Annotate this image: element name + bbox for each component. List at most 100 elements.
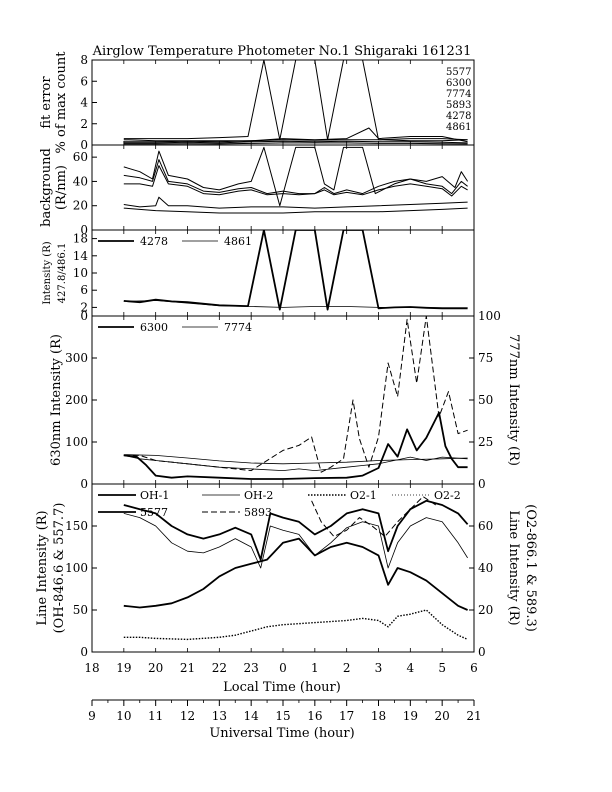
panel-intensity_blue: 02 6 10 14 18 Intensity (R) 427.8/486.1 4278 486… — [42, 229, 475, 323]
y-tick-label: 0 — [80, 645, 88, 659]
ut-tick-label: 10 — [116, 709, 131, 723]
wavelength-label: 6300 — [446, 78, 471, 89]
ut-tick-label: 15 — [275, 709, 290, 723]
y-tick-label: 20 — [73, 199, 88, 213]
y-right-tick-label: 25 — [478, 435, 493, 449]
y-tick-label: 60 — [73, 150, 88, 164]
local-time-tick-label: 1 — [311, 661, 319, 675]
y-right-tick-label: 20 — [478, 603, 493, 617]
y-right-axis-label: Line Intensity (R) — [506, 510, 521, 625]
y-tick-label: 150 — [65, 519, 88, 533]
legend-label-OH-2: OH-2 — [244, 489, 273, 502]
series-line-OH-1 — [123, 499, 469, 561]
y-axis-label: Line Intensity (R) — [35, 510, 50, 625]
series-line-oi_red_green-2 — [123, 316, 468, 473]
local-time-tick-label: 23 — [244, 661, 259, 675]
series-line-fit_error-0 — [123, 60, 468, 141]
series-line-fit_error-4 — [123, 142, 468, 145]
y-tick-label: 4 — [80, 96, 88, 110]
legend-label-4278: 4278 — [140, 235, 168, 248]
local-time-tick-label: 22 — [212, 661, 227, 675]
local-time-tick-label: 5 — [438, 661, 446, 675]
y-right-tick-label: 50 — [478, 393, 493, 407]
y-axis-label: (OH-846.6 & 557.7) — [52, 503, 67, 634]
legend-label-O2-1: O2-1 — [350, 489, 377, 502]
y-right-tick-label: 100 — [478, 309, 501, 323]
universal-time-axis: Universal Time (hour) 9 10 11 12 13 14 15 16 17 1… — [88, 699, 482, 741]
local-time-tick-label: 19 — [116, 661, 131, 675]
y-right-tick-label: 60 — [478, 519, 493, 533]
y-tick-label: 50 — [73, 603, 88, 617]
local-time-tick-label: 0 — [279, 661, 287, 675]
series-line-fit_error-2 — [123, 139, 468, 143]
y-axis-label: % of max count — [54, 51, 69, 154]
local-time-tick-label: 6 — [470, 661, 478, 675]
y-tick-label: 0 — [80, 223, 88, 237]
y-axis-label: fit error — [39, 76, 54, 129]
series-line-background-4 — [123, 207, 468, 214]
y-right-axis-label: 777nm Intensity (R) — [506, 334, 521, 466]
local-time-tick-label: 20 — [148, 661, 163, 675]
ut-tick-label: 19 — [403, 709, 418, 723]
local-time-tick-label: 21 — [180, 661, 195, 675]
y-tick-label: 10 — [73, 266, 88, 280]
y-tick-label: 8 — [80, 53, 88, 67]
wavelength-label: 4861 — [446, 122, 471, 133]
local-time-tick-label: 4 — [407, 661, 415, 675]
y-axis-label: background — [39, 148, 54, 227]
series-line-fit_error-3 — [123, 140, 468, 144]
y-tick-label: 2 — [80, 300, 88, 314]
series-line-background-0 — [123, 146, 469, 207]
panel-fit_error: 0 2 4 6 8 fit error% of max count 557763007774… — [39, 51, 475, 154]
y-tick-label: 14 — [73, 249, 89, 263]
y-right-tick-label: 0 — [478, 477, 486, 491]
series-line-background-2 — [123, 165, 468, 197]
series-line-OH-2 — [123, 513, 468, 569]
chart-title: Airglow Temperature Photometer No.1 Shig… — [92, 44, 472, 59]
series-line-background-1 — [123, 159, 468, 195]
ut-tick-label: 12 — [180, 709, 195, 723]
ut-tick-label: 18 — [371, 709, 386, 723]
y-axis-label: Intensity (R) — [42, 241, 53, 304]
ut-tick-label: 14 — [244, 709, 260, 723]
y-tick-label: 200 — [65, 393, 88, 407]
y-axis-label: 427.8/486.1 — [57, 243, 68, 304]
ut-tick-label: 20 — [435, 709, 450, 723]
wavelength-label: 5893 — [446, 100, 471, 111]
series-line-4861 — [123, 300, 468, 309]
legend-label-O2-2: O2-2 — [434, 489, 461, 502]
legend-label-OH-1: OH-1 — [140, 489, 169, 502]
y-axis-label: 630nm Intensity (R) — [49, 334, 64, 466]
legend-label-4861: 4861 — [224, 235, 252, 248]
series-line-background-3 — [123, 196, 468, 209]
y-tick-label: 40 — [73, 174, 88, 188]
y-tick-label: 100 — [65, 561, 88, 575]
local-time-tick-label: 2 — [343, 661, 351, 675]
ut-tick-label: 13 — [212, 709, 227, 723]
series-line-7774 — [123, 455, 468, 472]
universal-time-axis-label: Universal Time (hour) — [209, 726, 354, 741]
y-tick-label: 100 — [65, 435, 88, 449]
legend-label-5577: 5577 — [140, 506, 168, 519]
y-tick-label: 0 — [80, 138, 88, 152]
ut-tick-label: 11 — [148, 709, 163, 723]
wavelength-label: 7774 — [446, 89, 471, 100]
y-tick-label: 300 — [65, 351, 88, 365]
series-line-oi_red_green-3 — [123, 454, 468, 465]
y-right-tick-label: 75 — [478, 351, 493, 365]
local-time-tick-label: 18 — [84, 661, 99, 675]
y-tick-label: 6 — [80, 74, 88, 88]
y-right-axis-label: (O2-866.1 & 589.3) — [523, 504, 538, 632]
y-right-tick-label: 40 — [478, 561, 493, 575]
y-tick-label: 2 — [80, 117, 88, 131]
y-right-tick-label: 0 — [478, 645, 486, 659]
series-line-4278 — [123, 230, 468, 311]
local-time-axis: Local Time (hour) 18 19 20 21 22 23 0 1 2 3 4 5 6 — [84, 661, 477, 695]
ut-tick-label: 16 — [307, 709, 322, 723]
chart-panels: 0 2 4 6 8 fit error% of max count 5577 63007774… — [35, 51, 538, 659]
ut-tick-label: 17 — [339, 709, 354, 723]
panel-frame — [91, 59, 475, 146]
wavelength-label: 4278 — [446, 111, 471, 122]
